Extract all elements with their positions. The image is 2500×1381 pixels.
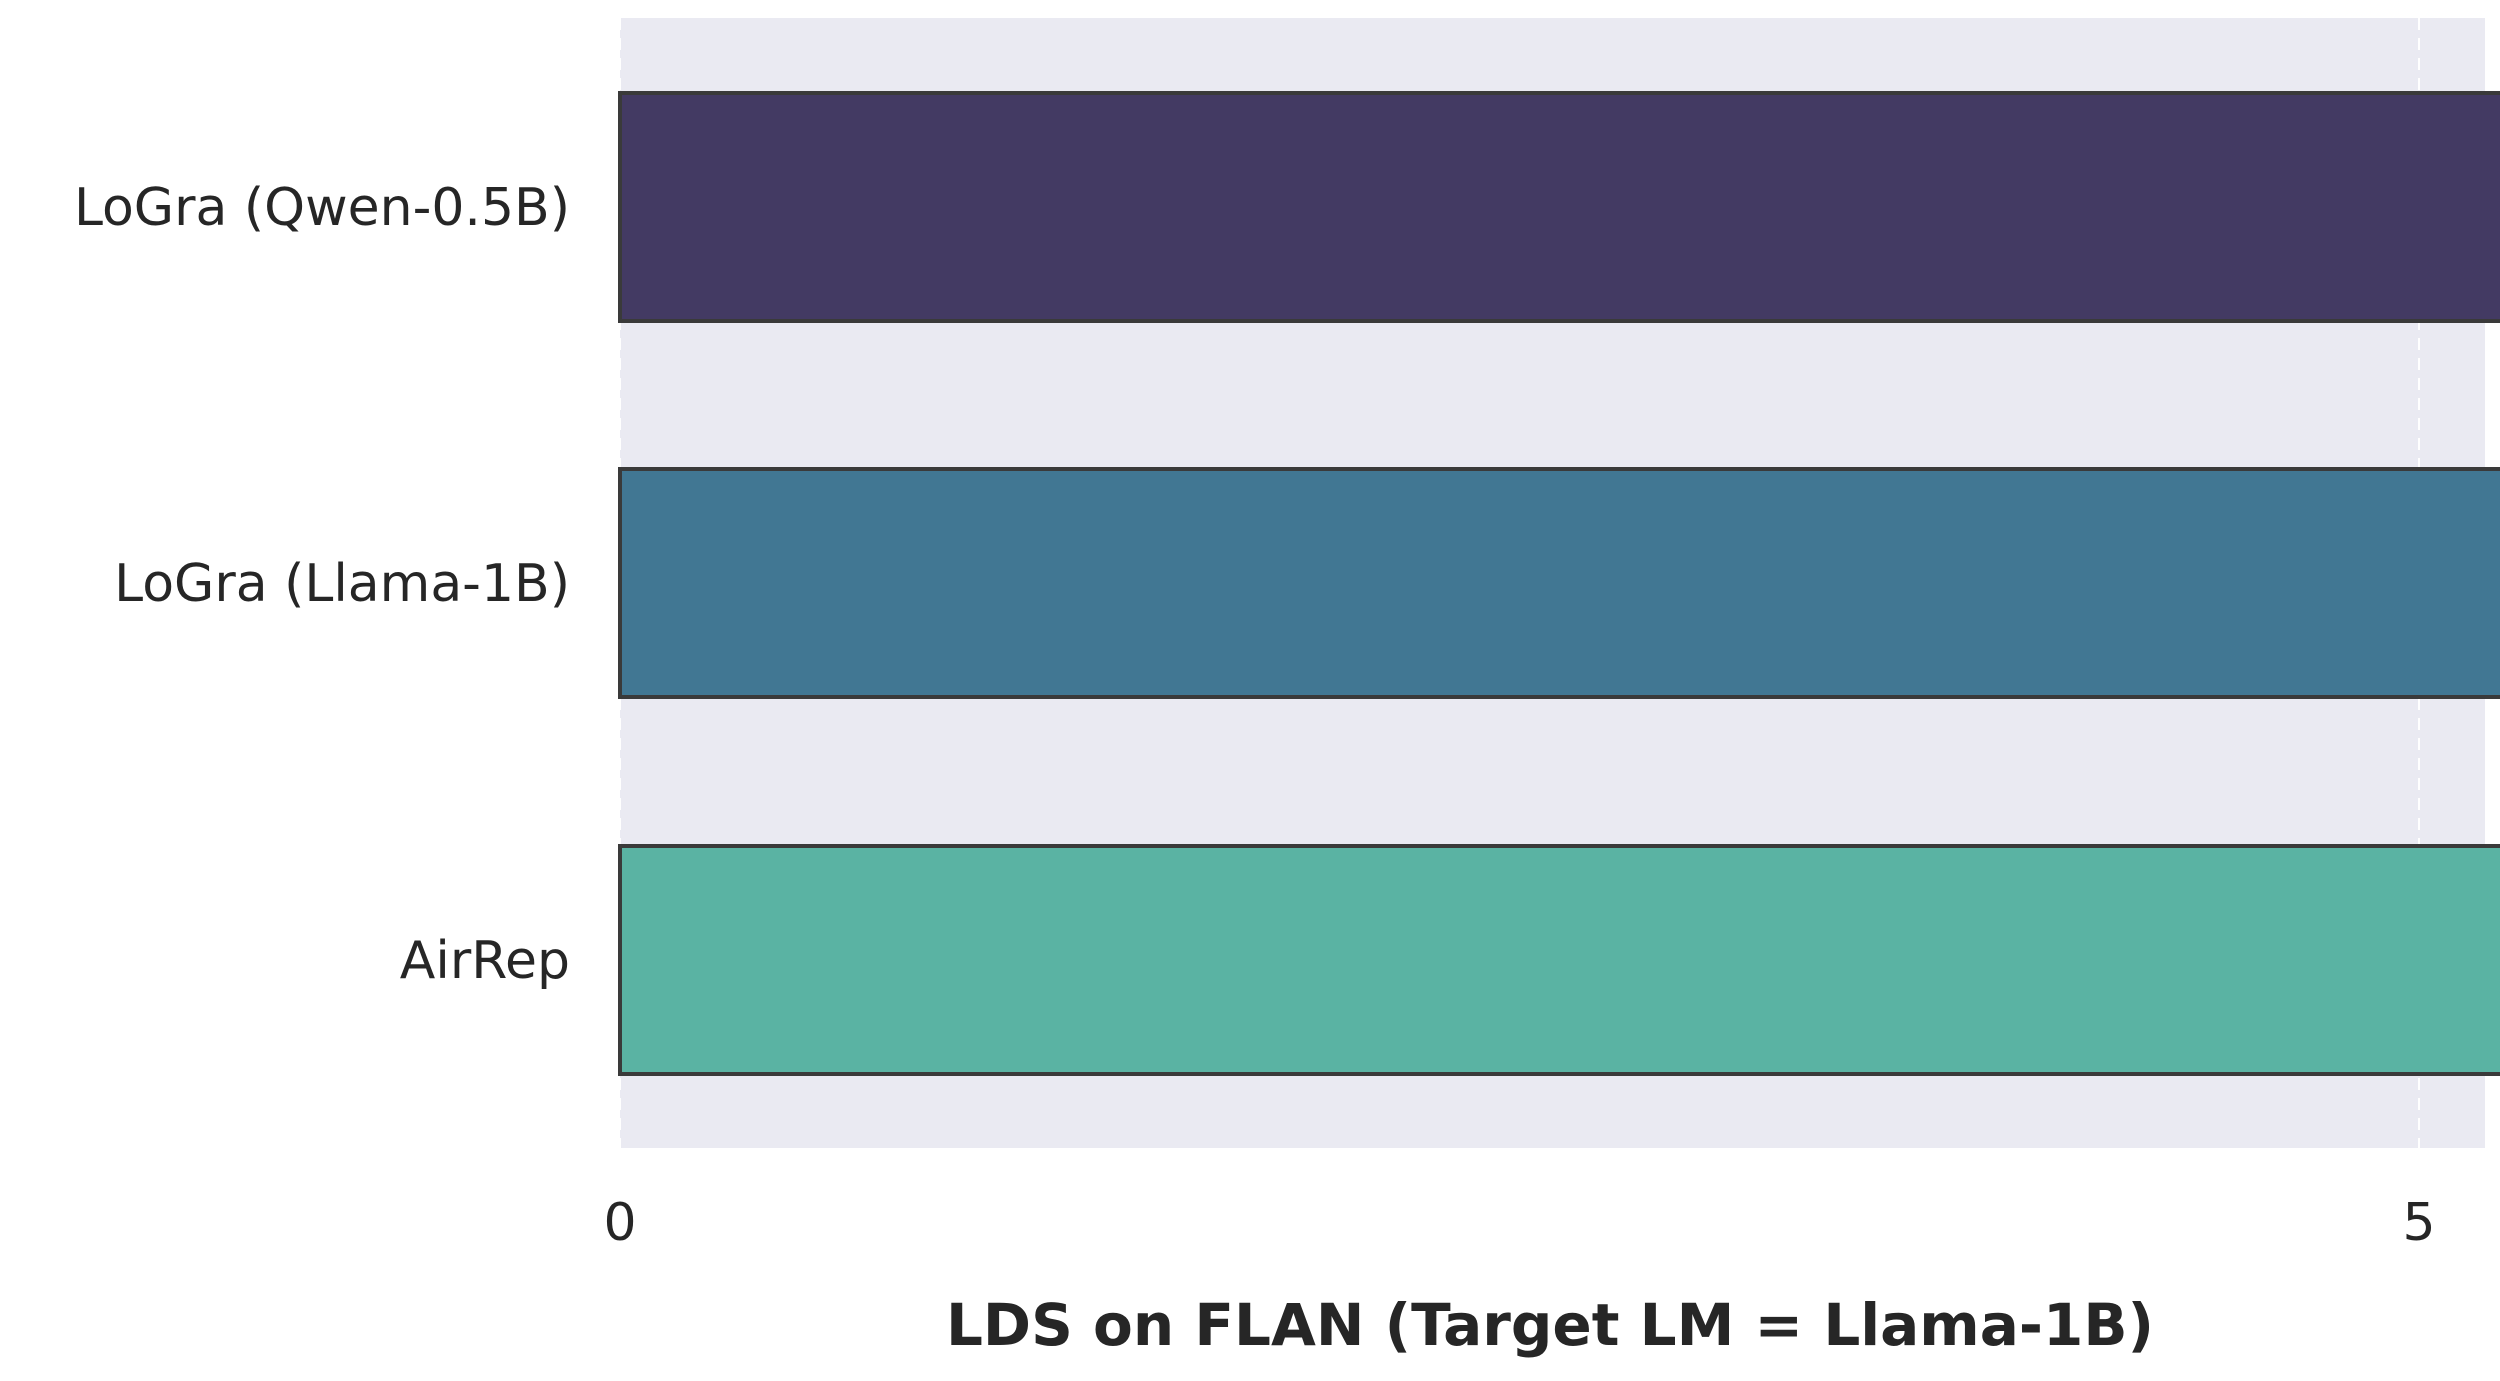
- category-label: AirRep: [400, 931, 570, 991]
- x-tick-label: 0: [603, 1193, 636, 1253]
- category-label: LoGra (Qwen-0.5B): [74, 178, 570, 238]
- bar: [618, 91, 2500, 323]
- category-labels: LoGra (Qwen-0.5B) LoGra (Llama-1B) AirRep: [74, 178, 570, 991]
- x-tick-label: 5: [2402, 1193, 2435, 1253]
- x-tick-labels: 0510152025: [603, 1193, 2435, 1253]
- bar: [618, 467, 2500, 699]
- bars: [618, 91, 2500, 1076]
- x-axis-title: LDS on FLAN (Target LM = Llama-1B): [946, 1291, 2154, 1359]
- category-label: LoGra (Llama-1B): [114, 554, 570, 614]
- bar: [618, 844, 2500, 1076]
